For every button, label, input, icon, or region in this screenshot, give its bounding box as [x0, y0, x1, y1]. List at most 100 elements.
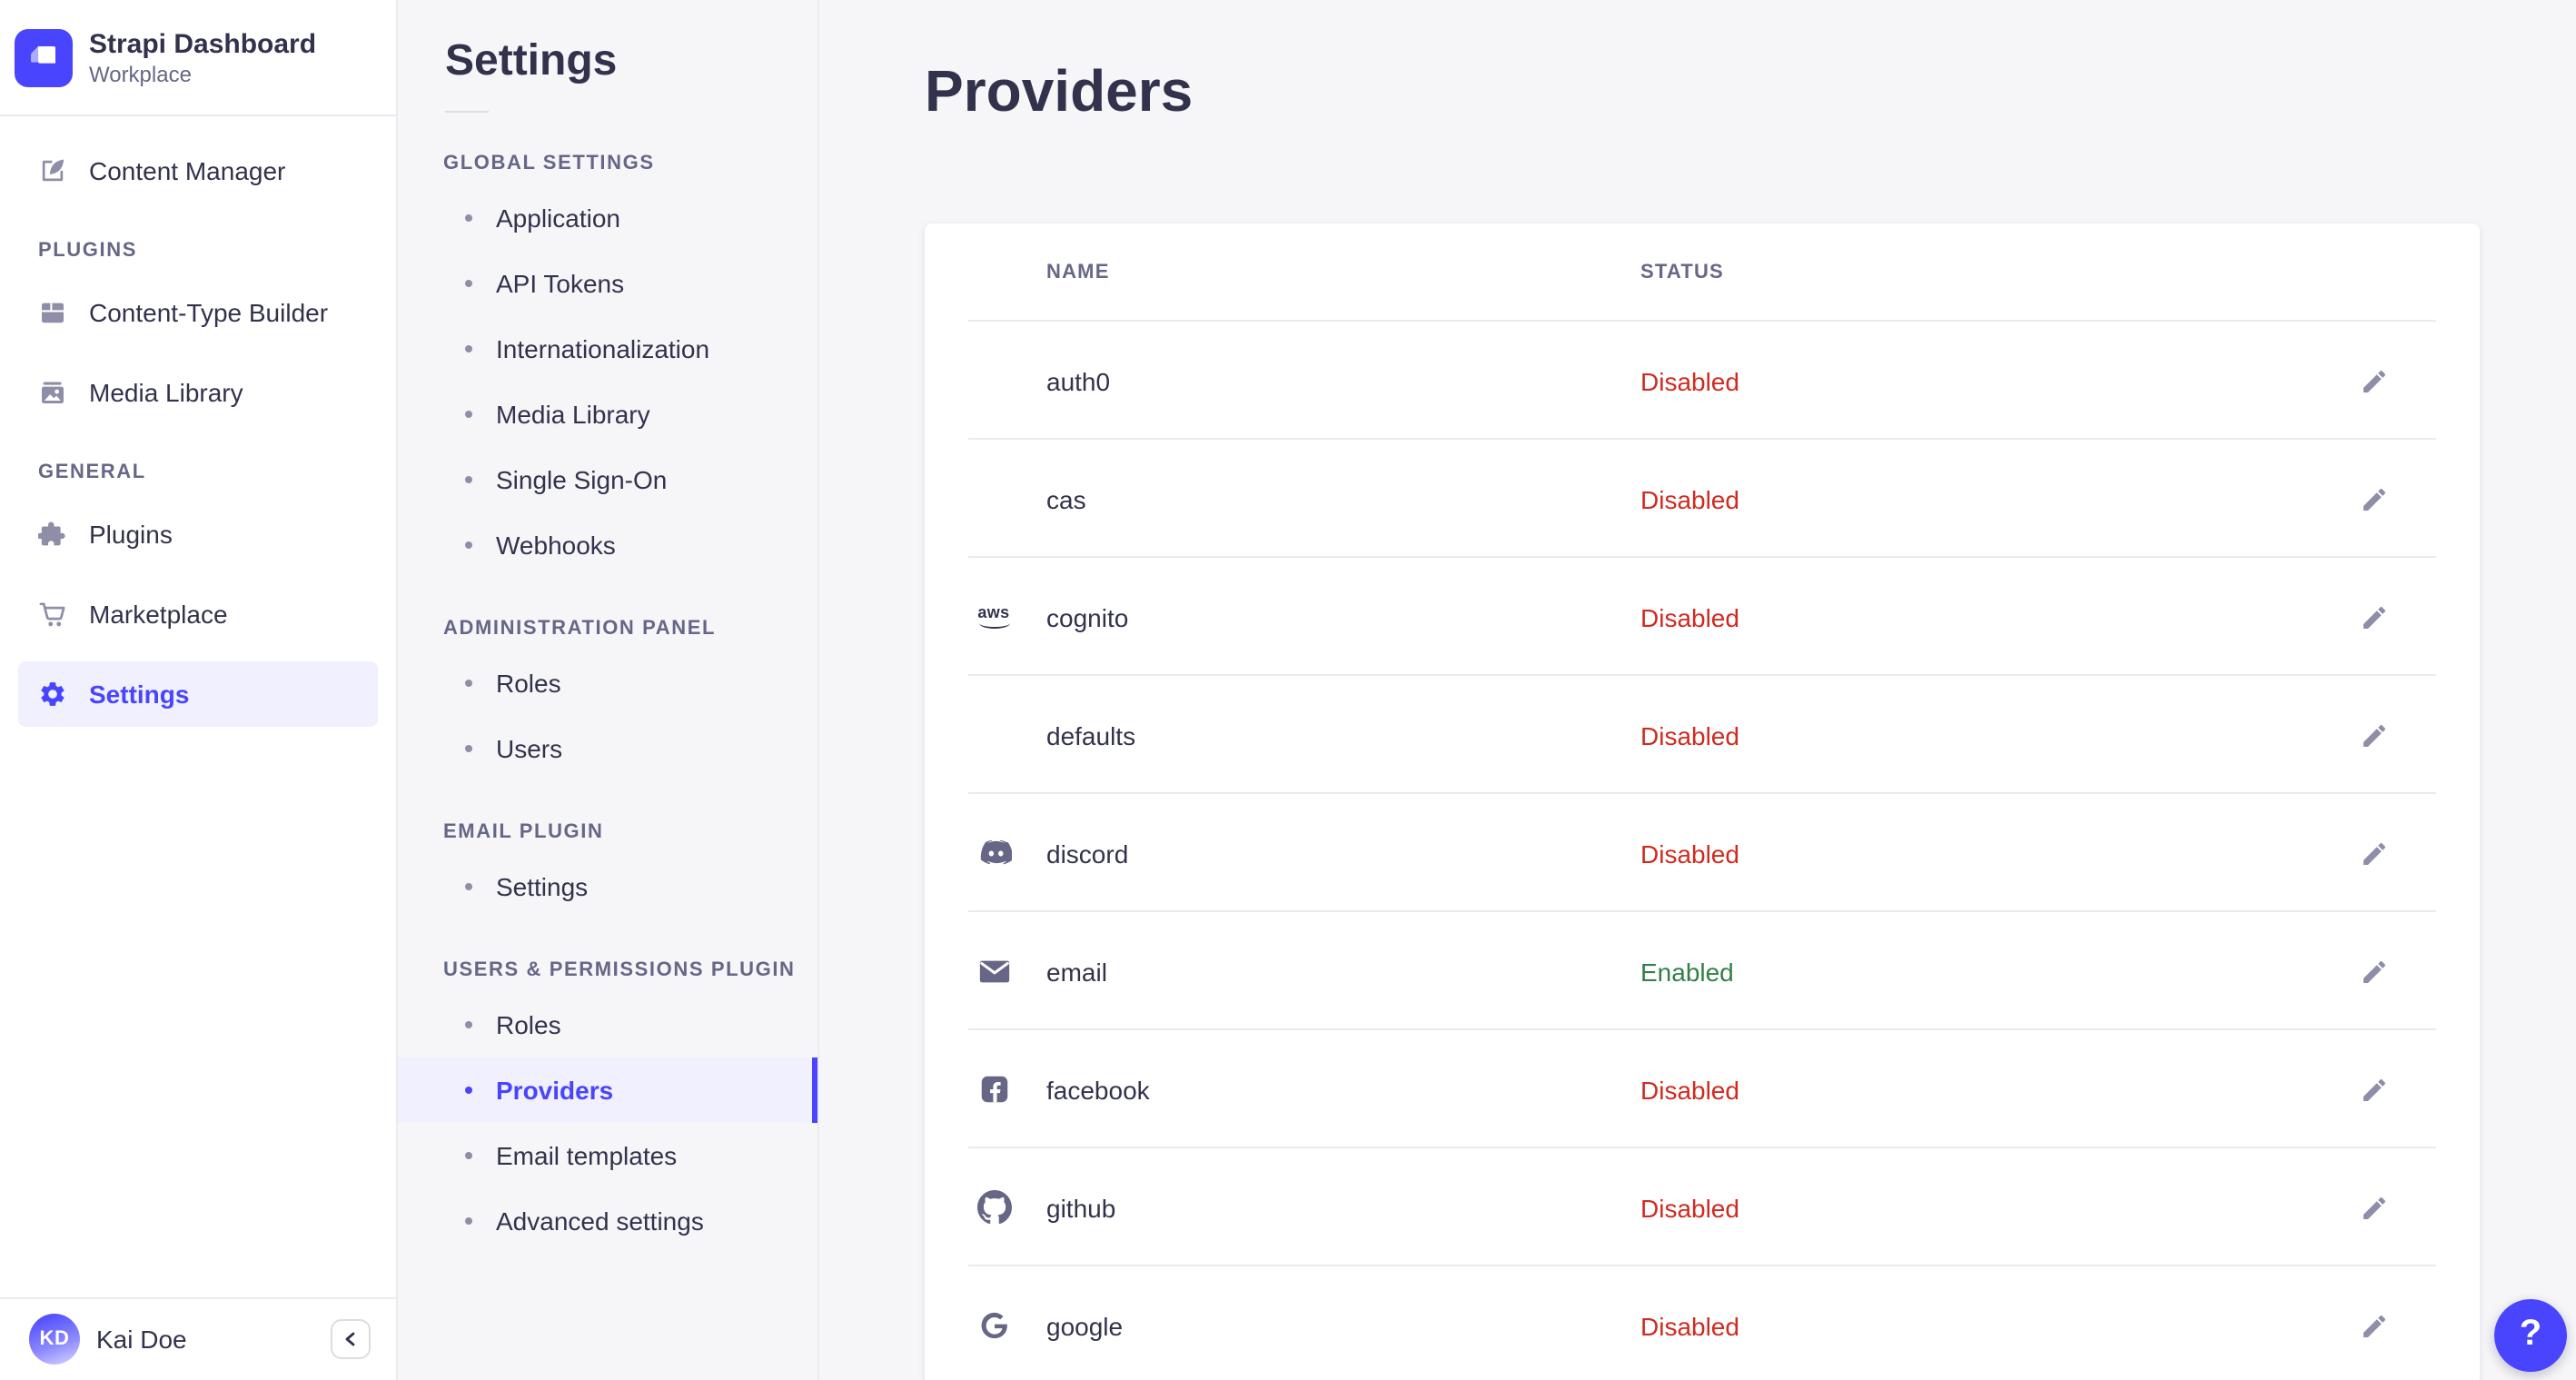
main-sidebar: Strapi Dashboard Workplace Content Manag…: [0, 0, 398, 1380]
help-button[interactable]: ?: [2494, 1298, 2567, 1371]
edit-provider-button[interactable]: [2356, 953, 2393, 989]
subnav-item-admin-users[interactable]: Users: [398, 716, 817, 781]
provider-name: google: [1046, 1311, 1124, 1340]
brand-text: Strapi Dashboard Workplace: [89, 28, 316, 86]
avatar-initials: KD: [39, 1328, 70, 1350]
bullet-icon: [465, 745, 472, 752]
app-title: Strapi Dashboard: [89, 28, 317, 59]
sidebar-item-plugins[interactable]: Plugins: [18, 501, 378, 567]
subnav-item-label: Roles: [496, 669, 561, 698]
status-badge: Disabled: [1640, 720, 1739, 750]
edit-provider-button[interactable]: [2356, 1307, 2393, 1344]
provider-name: defaults: [1046, 720, 1136, 750]
column-header-status: STATUS: [1640, 262, 1724, 283]
table-row-github: github Disabled: [925, 1148, 2480, 1266]
media-library-icon: [38, 378, 67, 407]
bullet-icon: [465, 883, 472, 890]
subnav-item-single-sign-on[interactable]: Single Sign-On: [398, 447, 817, 512]
status-badge: Disabled: [1640, 602, 1739, 631]
subnav-item-advanced-settings[interactable]: Advanced settings: [398, 1188, 817, 1254]
status-badge: Disabled: [1640, 484, 1739, 513]
table-row-google: google Disabled: [925, 1266, 2480, 1380]
icon-slot: [976, 954, 1012, 988]
sidebar-item-settings[interactable]: Settings: [18, 661, 378, 727]
subnav-item-label: Users: [496, 734, 563, 763]
bullet-icon: [465, 411, 472, 418]
subnav-section-label: EMAIL PLUGIN: [443, 821, 604, 843]
content-manager-icon: [38, 156, 67, 185]
chevron-left-icon: [345, 1332, 355, 1346]
github-icon: [976, 1190, 1011, 1225]
sidebar-item-label: Content Manager: [89, 156, 286, 185]
pencil-icon: [2363, 841, 2386, 864]
status-badge: Disabled: [1640, 1193, 1739, 1222]
subnav-item-up-roles[interactable]: Roles: [398, 992, 817, 1057]
bullet-icon: [465, 345, 472, 352]
status-badge: Disabled: [1640, 1311, 1739, 1340]
collapse-sidebar-button[interactable]: [331, 1319, 371, 1359]
provider-name: facebook: [1046, 1075, 1150, 1104]
sidebar-item-label: Marketplace: [89, 600, 228, 629]
workspace-switcher[interactable]: Strapi Dashboard Workplace: [0, 0, 396, 116]
strapi-logo: [15, 28, 73, 86]
table-row-discord: discord Disabled: [925, 794, 2480, 912]
provider-name: cas: [1046, 484, 1086, 513]
edit-provider-button[interactable]: [2356, 835, 2393, 871]
facebook-icon: [980, 1076, 1007, 1103]
subnav-item-label: Application: [496, 204, 620, 233]
discord-icon: [979, 839, 1011, 865]
subnav-title: Settings: [445, 36, 618, 85]
provider-name: github: [1046, 1193, 1116, 1222]
edit-provider-button[interactable]: [2356, 362, 2393, 399]
subnav-item-application[interactable]: Application: [398, 185, 817, 251]
subnav-item-label: Providers: [496, 1076, 614, 1105]
sidebar-item-label: Plugins: [89, 520, 173, 549]
avatar[interactable]: KD: [29, 1314, 80, 1365]
status-badge: Enabled: [1640, 957, 1734, 986]
sidebar-item-media-library[interactable]: Media Library: [18, 360, 378, 425]
pencil-icon: [2363, 1077, 2386, 1100]
sidebar-item-label: Settings: [89, 680, 190, 709]
column-header-name: NAME: [1046, 262, 1110, 283]
status-badge: Disabled: [1640, 366, 1739, 395]
edit-provider-button[interactable]: [2356, 599, 2393, 635]
pencil-icon: [2363, 1196, 2386, 1218]
subnav-item-media-library[interactable]: Media Library: [398, 382, 817, 447]
bullet-icon: [465, 476, 472, 483]
subnav-item-api-tokens[interactable]: API Tokens: [398, 251, 817, 316]
edit-provider-button[interactable]: [2356, 1071, 2393, 1107]
subnav-item-email-templates[interactable]: Email templates: [398, 1123, 817, 1188]
sidebar-item-marketplace[interactable]: Marketplace: [18, 581, 378, 647]
provider-name: cognito: [1046, 602, 1129, 631]
subnav-item-email-settings[interactable]: Settings: [398, 854, 817, 919]
sidebar-item-content-manager[interactable]: Content Manager: [18, 138, 378, 204]
bullet-icon: [465, 280, 472, 287]
main-nav: Content Manager PLUGINS Content-Type Bui…: [0, 116, 396, 763]
bullet-icon: [465, 680, 472, 687]
subnav-item-internationalization[interactable]: Internationalization: [398, 316, 817, 382]
table-row-defaults: defaults Disabled: [925, 676, 2480, 794]
bullet-icon: [465, 1021, 472, 1028]
edit-provider-button[interactable]: [2356, 481, 2393, 517]
edit-provider-button[interactable]: [2356, 717, 2393, 753]
sidebar-item-content-type-builder[interactable]: Content-Type Builder: [18, 280, 378, 345]
provider-name: email: [1046, 957, 1107, 986]
cart-icon: [38, 600, 67, 629]
subnav-section-label: GLOBAL SETTINGS: [443, 153, 655, 174]
pencil-icon: [2363, 1314, 2386, 1336]
settings-subnav: Settings GLOBAL SETTINGS Application API…: [398, 0, 819, 1380]
icon-slot: [976, 1072, 1012, 1107]
subnav-item-label: Email templates: [496, 1141, 678, 1170]
table-row-cas: cas Disabled: [925, 440, 2480, 558]
email-icon: [978, 960, 1009, 983]
edit-provider-button[interactable]: [2356, 1189, 2393, 1226]
subnav-section-email-plugin: EMAIL PLUGIN Settings: [398, 821, 817, 919]
subnav-item-admin-roles[interactable]: Roles: [398, 650, 817, 716]
icon-slot: aws: [976, 604, 1012, 629]
sidebar-item-label: Media Library: [89, 378, 243, 407]
subnav-item-providers[interactable]: Providers: [398, 1057, 817, 1123]
subnav-item-webhooks[interactable]: Webhooks: [398, 512, 817, 578]
pencil-icon: [2363, 723, 2386, 746]
subnav-item-label: API Tokens: [496, 269, 625, 298]
status-badge: Disabled: [1640, 1075, 1739, 1104]
